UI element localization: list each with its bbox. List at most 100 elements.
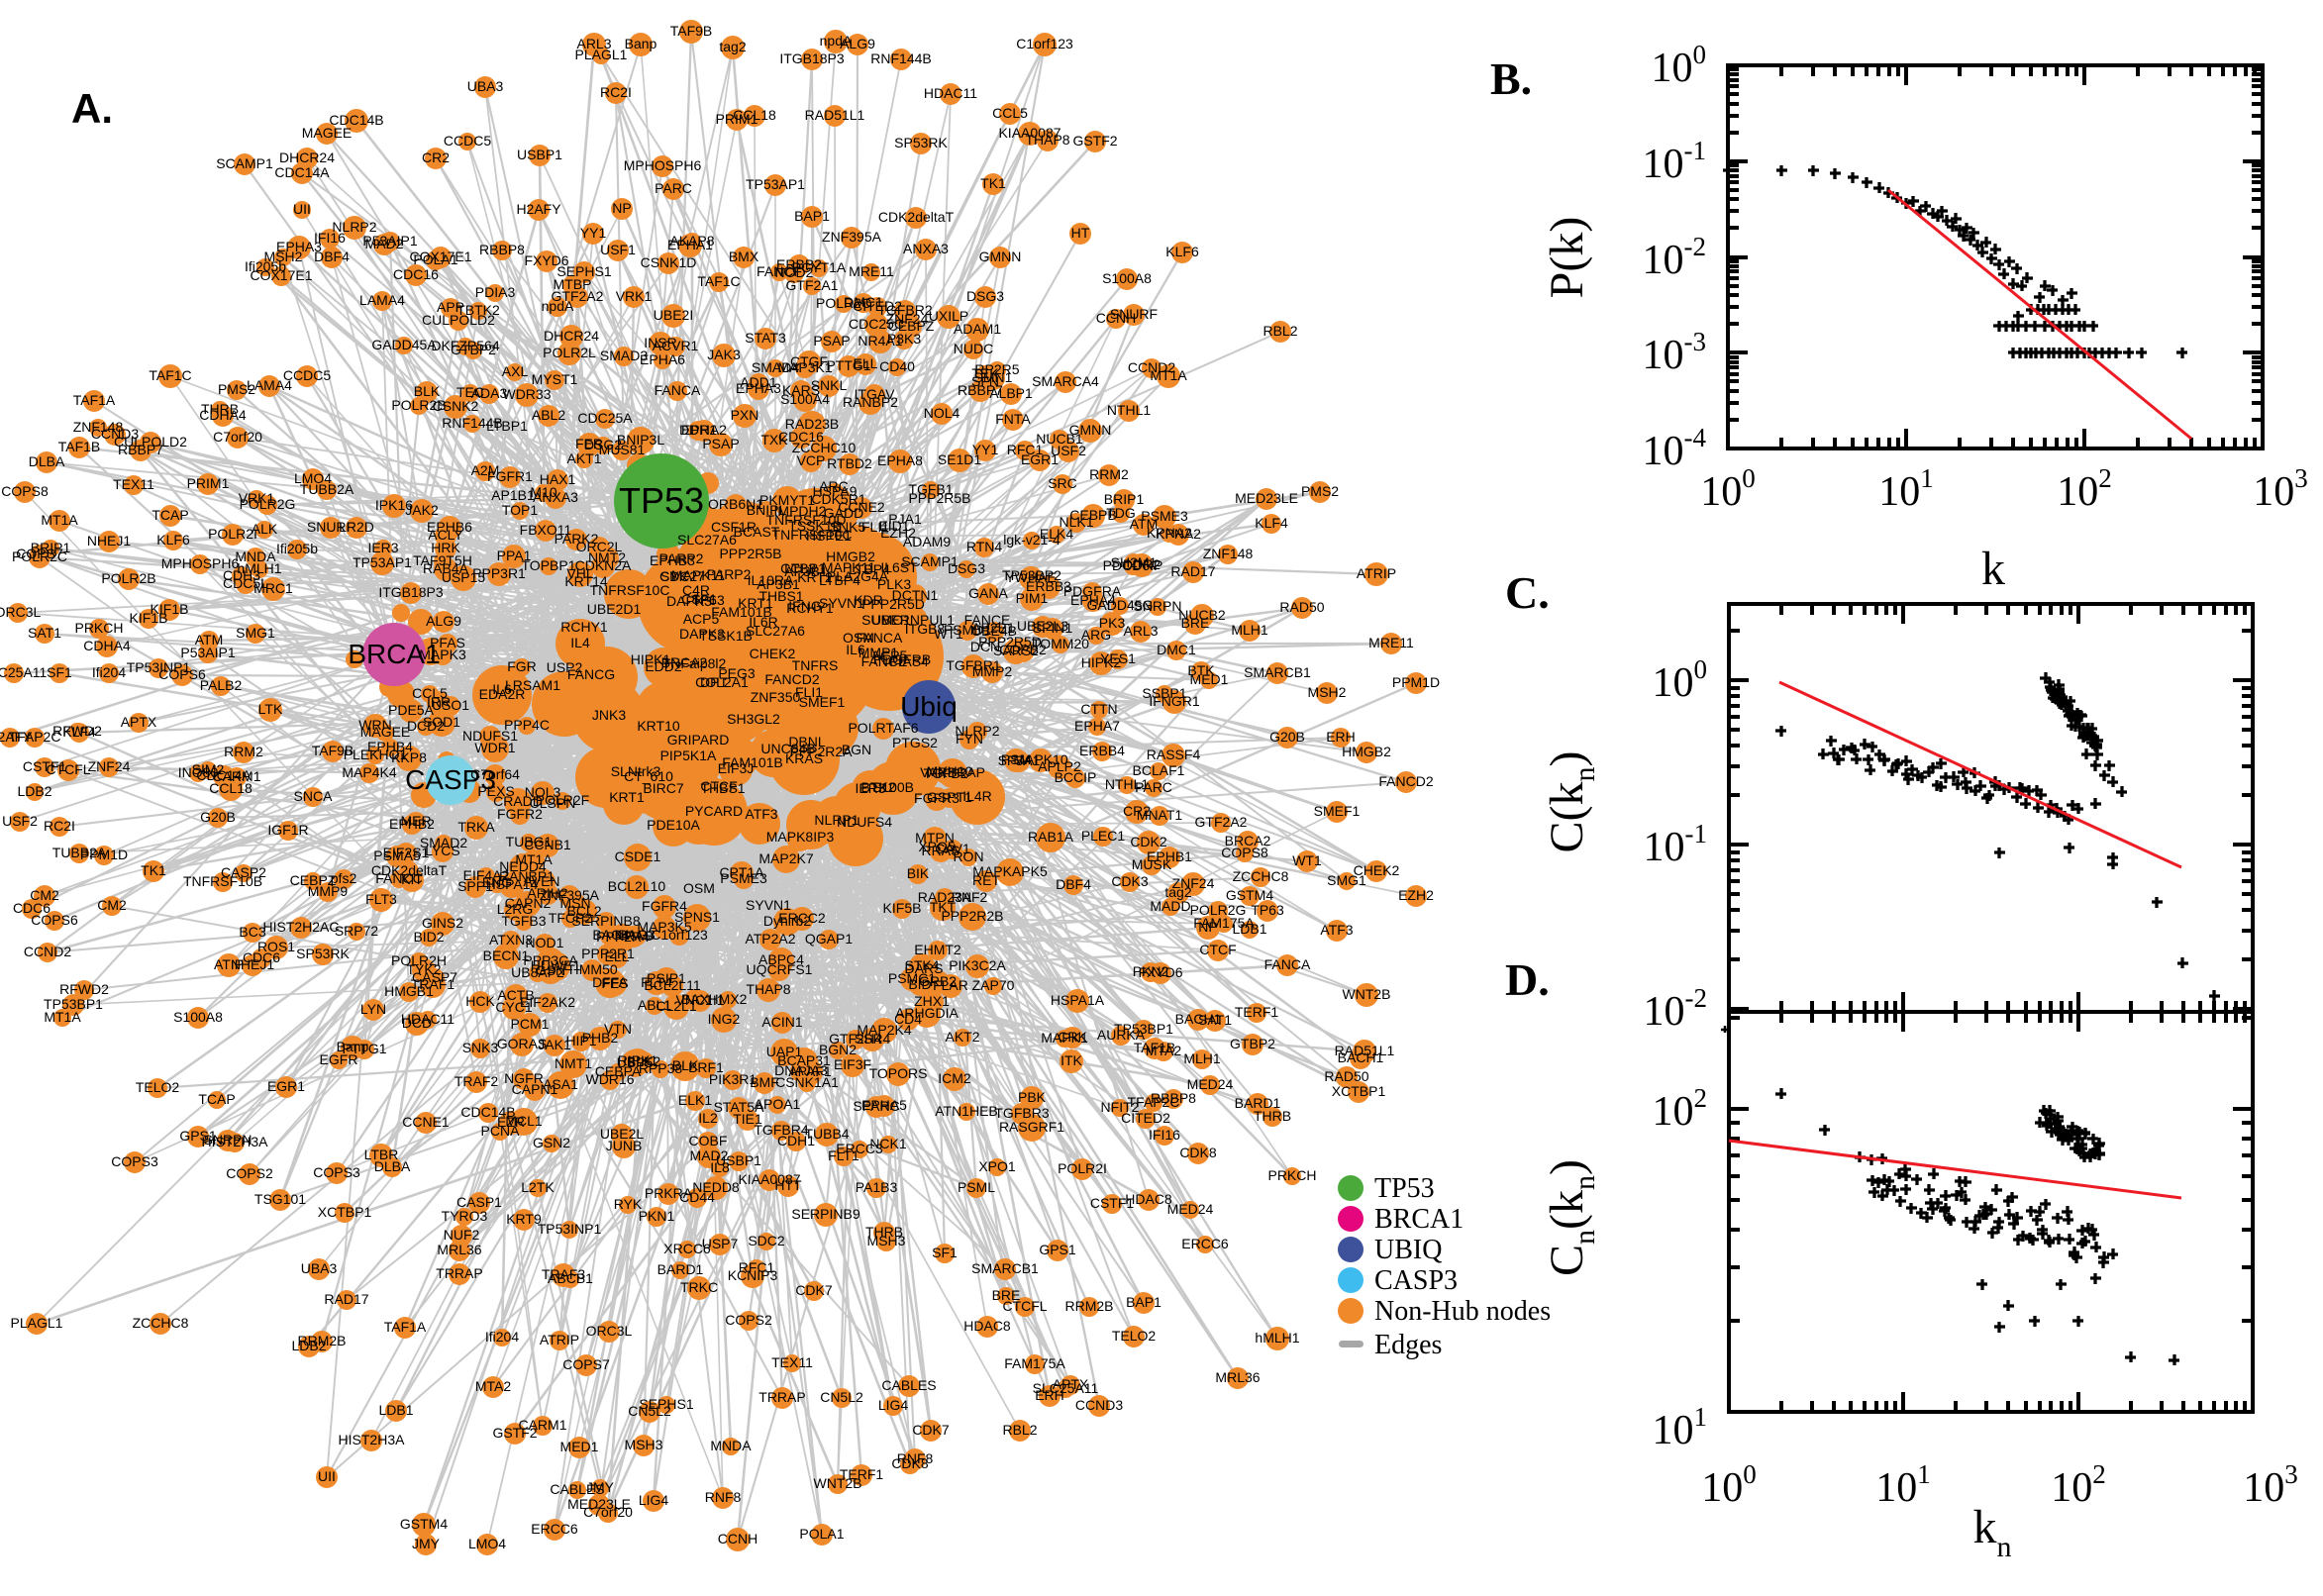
svg-text:COPS2: COPS2 (226, 1165, 273, 1181)
svg-text:ZNF24: ZNF24 (88, 758, 131, 774)
svg-text:COPS6: COPS6 (158, 666, 206, 682)
svg-text:JAK1: JAK1 (538, 1037, 571, 1052)
svg-text:PSMA5: PSMA5 (373, 848, 421, 863)
svg-text:MAP2K7: MAP2K7 (758, 850, 813, 866)
svg-text:DCD2: DCD2 (407, 718, 445, 734)
svg-text:Ifi204: Ifi204 (92, 664, 126, 680)
svg-text:IGF1R: IGF1R (267, 822, 308, 838)
svg-text:COPS8: COPS8 (1221, 845, 1268, 860)
svg-text:PKN1: PKN1 (639, 1208, 675, 1224)
svg-text:ITGB8: ITGB8 (905, 621, 946, 637)
svg-text:GTBP2: GTBP2 (451, 342, 496, 357)
svg-text:TUBB4: TUBB4 (804, 1126, 849, 1142)
svg-text:TRKA: TRKA (457, 819, 495, 835)
svg-text:PDE10A: PDE10A (647, 817, 700, 833)
svg-text:MED1: MED1 (1190, 671, 1229, 687)
svg-text:SLC27A6: SLC27A6 (677, 532, 737, 548)
svg-text:IL6R: IL6R (749, 614, 778, 630)
svg-text:PPP2R5B: PPP2R5B (908, 490, 970, 506)
svg-text:ORC3L: ORC3L (0, 604, 42, 620)
svg-text:ERBB4: ERBB4 (1079, 743, 1125, 758)
svg-text:C1orf123: C1orf123 (1016, 36, 1073, 51)
svg-text:HMGB2: HMGB2 (1342, 744, 1391, 759)
svg-text:POLR2I: POLR2I (208, 526, 257, 542)
svg-text:POLA1: POLA1 (413, 251, 457, 267)
svg-text:USF1: USF1 (600, 242, 636, 257)
svg-text:FAM175A: FAM175A (1004, 1355, 1065, 1371)
svg-text:CDK3: CDK3 (1111, 873, 1149, 889)
svg-text:KPNA2: KPNA2 (1147, 525, 1192, 541)
svg-text:PSAP: PSAP (702, 436, 739, 451)
svg-text:WNT2B: WNT2B (1343, 986, 1391, 1002)
svg-text:DBF4: DBF4 (1056, 876, 1091, 892)
svg-text:Ifi204: Ifi204 (485, 1329, 519, 1345)
svg-text:MAPK8IP3: MAPK8IP3 (766, 829, 835, 845)
svg-text:RNF144B: RNF144B (870, 50, 931, 66)
svg-text:BID2: BID2 (413, 929, 444, 945)
svg-text:SRP72: SRP72 (335, 923, 379, 939)
svg-text:TOPORS: TOPORS (869, 1065, 928, 1081)
svg-text:NUCB2: NUCB2 (1178, 607, 1226, 623)
svg-text:HSPA1A: HSPA1A (1051, 992, 1105, 1008)
svg-text:TFAP2C: TFAP2C (1128, 1094, 1180, 1110)
svg-text:MED24: MED24 (1167, 1201, 1214, 1217)
svg-text:INSR: INSR (644, 335, 676, 350)
svg-text:H2AFY: H2AFY (516, 201, 561, 217)
svg-text:SP53RK: SP53RK (894, 135, 948, 150)
svg-text:C7orf20: C7orf20 (583, 1504, 633, 1520)
svg-text:THBS1: THBS1 (700, 780, 745, 796)
svg-text:KLF4: KLF4 (1255, 515, 1288, 531)
svg-text:PPP2R5B: PPP2R5B (719, 546, 781, 561)
svg-text:HIST2H3A: HIST2H3A (202, 1134, 269, 1149)
svg-text:TAF1A: TAF1A (384, 1319, 427, 1335)
svg-text:ICM2: ICM2 (938, 1070, 971, 1086)
svg-text:BACH1: BACH1 (1338, 1049, 1384, 1065)
svg-text:RAD51L1: RAD51L1 (805, 107, 865, 123)
svg-text:APTX: APTX (1053, 1376, 1089, 1392)
svg-text:RC2I: RC2I (600, 84, 632, 100)
svg-text:LMO4: LMO4 (468, 1536, 506, 1551)
svg-text:PDGFRB: PDGFRB (873, 651, 931, 667)
svg-text:RRM2: RRM2 (1089, 466, 1129, 482)
svg-text:PTGS2: PTGS2 (892, 735, 938, 750)
svg-text:BIRC7: BIRC7 (643, 780, 683, 796)
svg-text:USP2: USP2 (547, 659, 583, 675)
svg-text:UB8AP2: UB8AP2 (511, 964, 564, 980)
svg-text:TIE1: TIE1 (733, 1111, 762, 1127)
svg-text:ALK: ALK (252, 521, 278, 537)
svg-text:GRIPARD: GRIPARD (667, 732, 730, 748)
svg-text:RCHY1: RCHY1 (560, 619, 608, 635)
svg-text:FLT3: FLT3 (365, 891, 397, 907)
svg-text:ARC: ARC (819, 478, 849, 494)
svg-text:QGAP1: QGAP1 (805, 931, 853, 947)
svg-text:JNK3: JNK3 (592, 707, 626, 723)
svg-text:KLF6: KLF6 (1165, 244, 1199, 259)
svg-text:NTHL1: NTHL1 (1105, 776, 1150, 792)
svg-text:PSML: PSML (958, 1179, 995, 1195)
svg-text:CCNH: CCNH (1096, 310, 1136, 326)
svg-text:CEBPZ: CEBPZ (290, 872, 337, 888)
svg-text:PCNA: PCNA (481, 1123, 521, 1139)
svg-text:IFI16: IFI16 (1149, 1127, 1180, 1143)
svg-text:Banp: Banp (625, 36, 657, 51)
svg-text:MAGEE: MAGEE (302, 125, 353, 141)
svg-text:PBK: PBK (1018, 1089, 1047, 1105)
svg-text:SNK5: SNK5 (830, 519, 866, 535)
svg-text:TP53: TP53 (619, 480, 704, 521)
svg-text:AP1B1: AP1B1 (491, 487, 535, 503)
svg-text:IL10RA: IL10RA (748, 572, 794, 588)
svg-text:GRB2: GRB2 (919, 973, 957, 989)
svg-text:PRKCH: PRKCH (1267, 1167, 1316, 1183)
svg-text:Ubiq: Ubiq (900, 691, 958, 722)
svg-text:CDK2deltaT: CDK2deltaT (878, 209, 955, 225)
svg-text:BAP1: BAP1 (794, 208, 830, 224)
svg-text:CCDC5: CCDC5 (283, 367, 331, 383)
svg-text:ZNF395A: ZNF395A (540, 887, 600, 903)
svg-text:KIAA0087: KIAA0087 (738, 1171, 800, 1187)
svg-text:CASP3: CASP3 (1374, 1265, 1458, 1296)
svg-text:PRKCH: PRKCH (74, 620, 123, 636)
svg-text:npdA: npdA (542, 298, 574, 314)
svg-text:EPHA1: EPHA1 (667, 237, 713, 252)
svg-text:CDK8: CDK8 (891, 1455, 929, 1471)
svg-text:ERBB2: ERBB2 (776, 256, 822, 272)
